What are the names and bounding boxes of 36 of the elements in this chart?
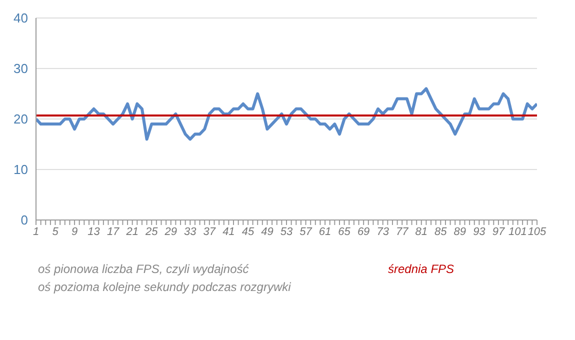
y-tick-label: 10: [14, 162, 28, 178]
x-tick-label: 61: [318, 226, 332, 238]
x-tick-label: 85: [434, 226, 448, 238]
x-tick-label: 37: [203, 226, 216, 238]
text: oś pozioma kolejne sekundy podczas rozgrywki: [38, 279, 291, 296]
line-series: [36, 87, 537, 141]
y-tick-label: 30: [14, 61, 28, 76]
ref-line-label: średnia FPS: [388, 261, 454, 278]
text: oś pionowa liczba FPS, czyli wydajność: [38, 261, 250, 278]
x-tick-label: 41: [222, 226, 235, 238]
y-tick-label: 0: [20, 212, 28, 228]
x-tick-label: 73: [376, 226, 390, 238]
x-tick-label: 9: [71, 226, 78, 238]
x-tick-label: 57: [300, 226, 313, 238]
x-tick-label: 93: [473, 226, 486, 238]
x-tick-label: 97: [492, 226, 506, 238]
x-tick-label: 21: [125, 226, 138, 238]
x-tick-label: 89: [454, 226, 466, 238]
x-tick-label: 17: [106, 226, 120, 238]
x-tick-label: 1: [32, 226, 40, 238]
x-tick-label: 25: [144, 226, 159, 238]
x-tick-label: 49: [261, 226, 274, 238]
x-tick-label: 13: [88, 226, 101, 238]
x-tick-label: 81: [415, 226, 428, 238]
x-tick-label: 69: [357, 226, 370, 238]
y-tick-label: 20: [14, 112, 28, 127]
x-tick-label: 53: [280, 226, 294, 238]
y-tick-label: 40: [14, 10, 28, 26]
x-tick-label: 45: [242, 226, 255, 238]
x-tick-label: 29: [164, 226, 178, 238]
x-tick-label: 101: [508, 226, 527, 238]
x-tick-label: 105: [528, 226, 548, 238]
x-tick-label: 5: [52, 226, 60, 238]
x-tick-label: 33: [184, 226, 198, 238]
x-tick-label: 65: [338, 226, 352, 238]
x-tick-label: 77: [396, 226, 410, 238]
